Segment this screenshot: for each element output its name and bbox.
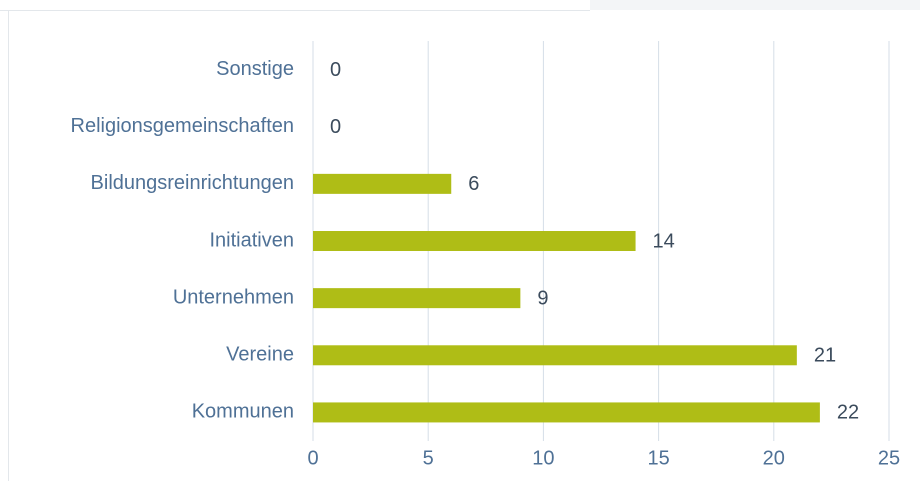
x-tick-label: 0 [307,447,318,469]
value-label: 21 [814,345,836,367]
y-tick-label: Sonstige [216,58,294,80]
value-label: 22 [837,402,859,424]
y-tick-label: Bildungsreinrichtungen [91,172,294,194]
x-tick-label: 25 [878,447,900,469]
bar [313,345,797,366]
value-label: 0 [330,59,341,81]
value-label: 0 [330,116,341,138]
value-label: 14 [653,230,675,252]
x-tick-label: 10 [532,447,554,469]
bar [313,231,636,251]
y-tick-label: Kommunen [192,401,294,423]
bar [313,173,452,194]
bar [313,288,521,309]
background-panel [590,0,920,10]
y-tick-label: Religionsgemeinschaften [71,115,294,137]
y-tick-label: Unternehmen [173,286,294,308]
y-tick-label: Initiativen [210,229,295,251]
y-tick-label: Vereine [226,344,294,366]
x-tick-label: 15 [647,447,669,469]
value-label: 6 [468,173,479,195]
x-tick-label: 5 [423,447,434,469]
value-label: 9 [537,287,548,309]
x-tick-label: 20 [763,447,785,469]
bar [313,402,820,423]
